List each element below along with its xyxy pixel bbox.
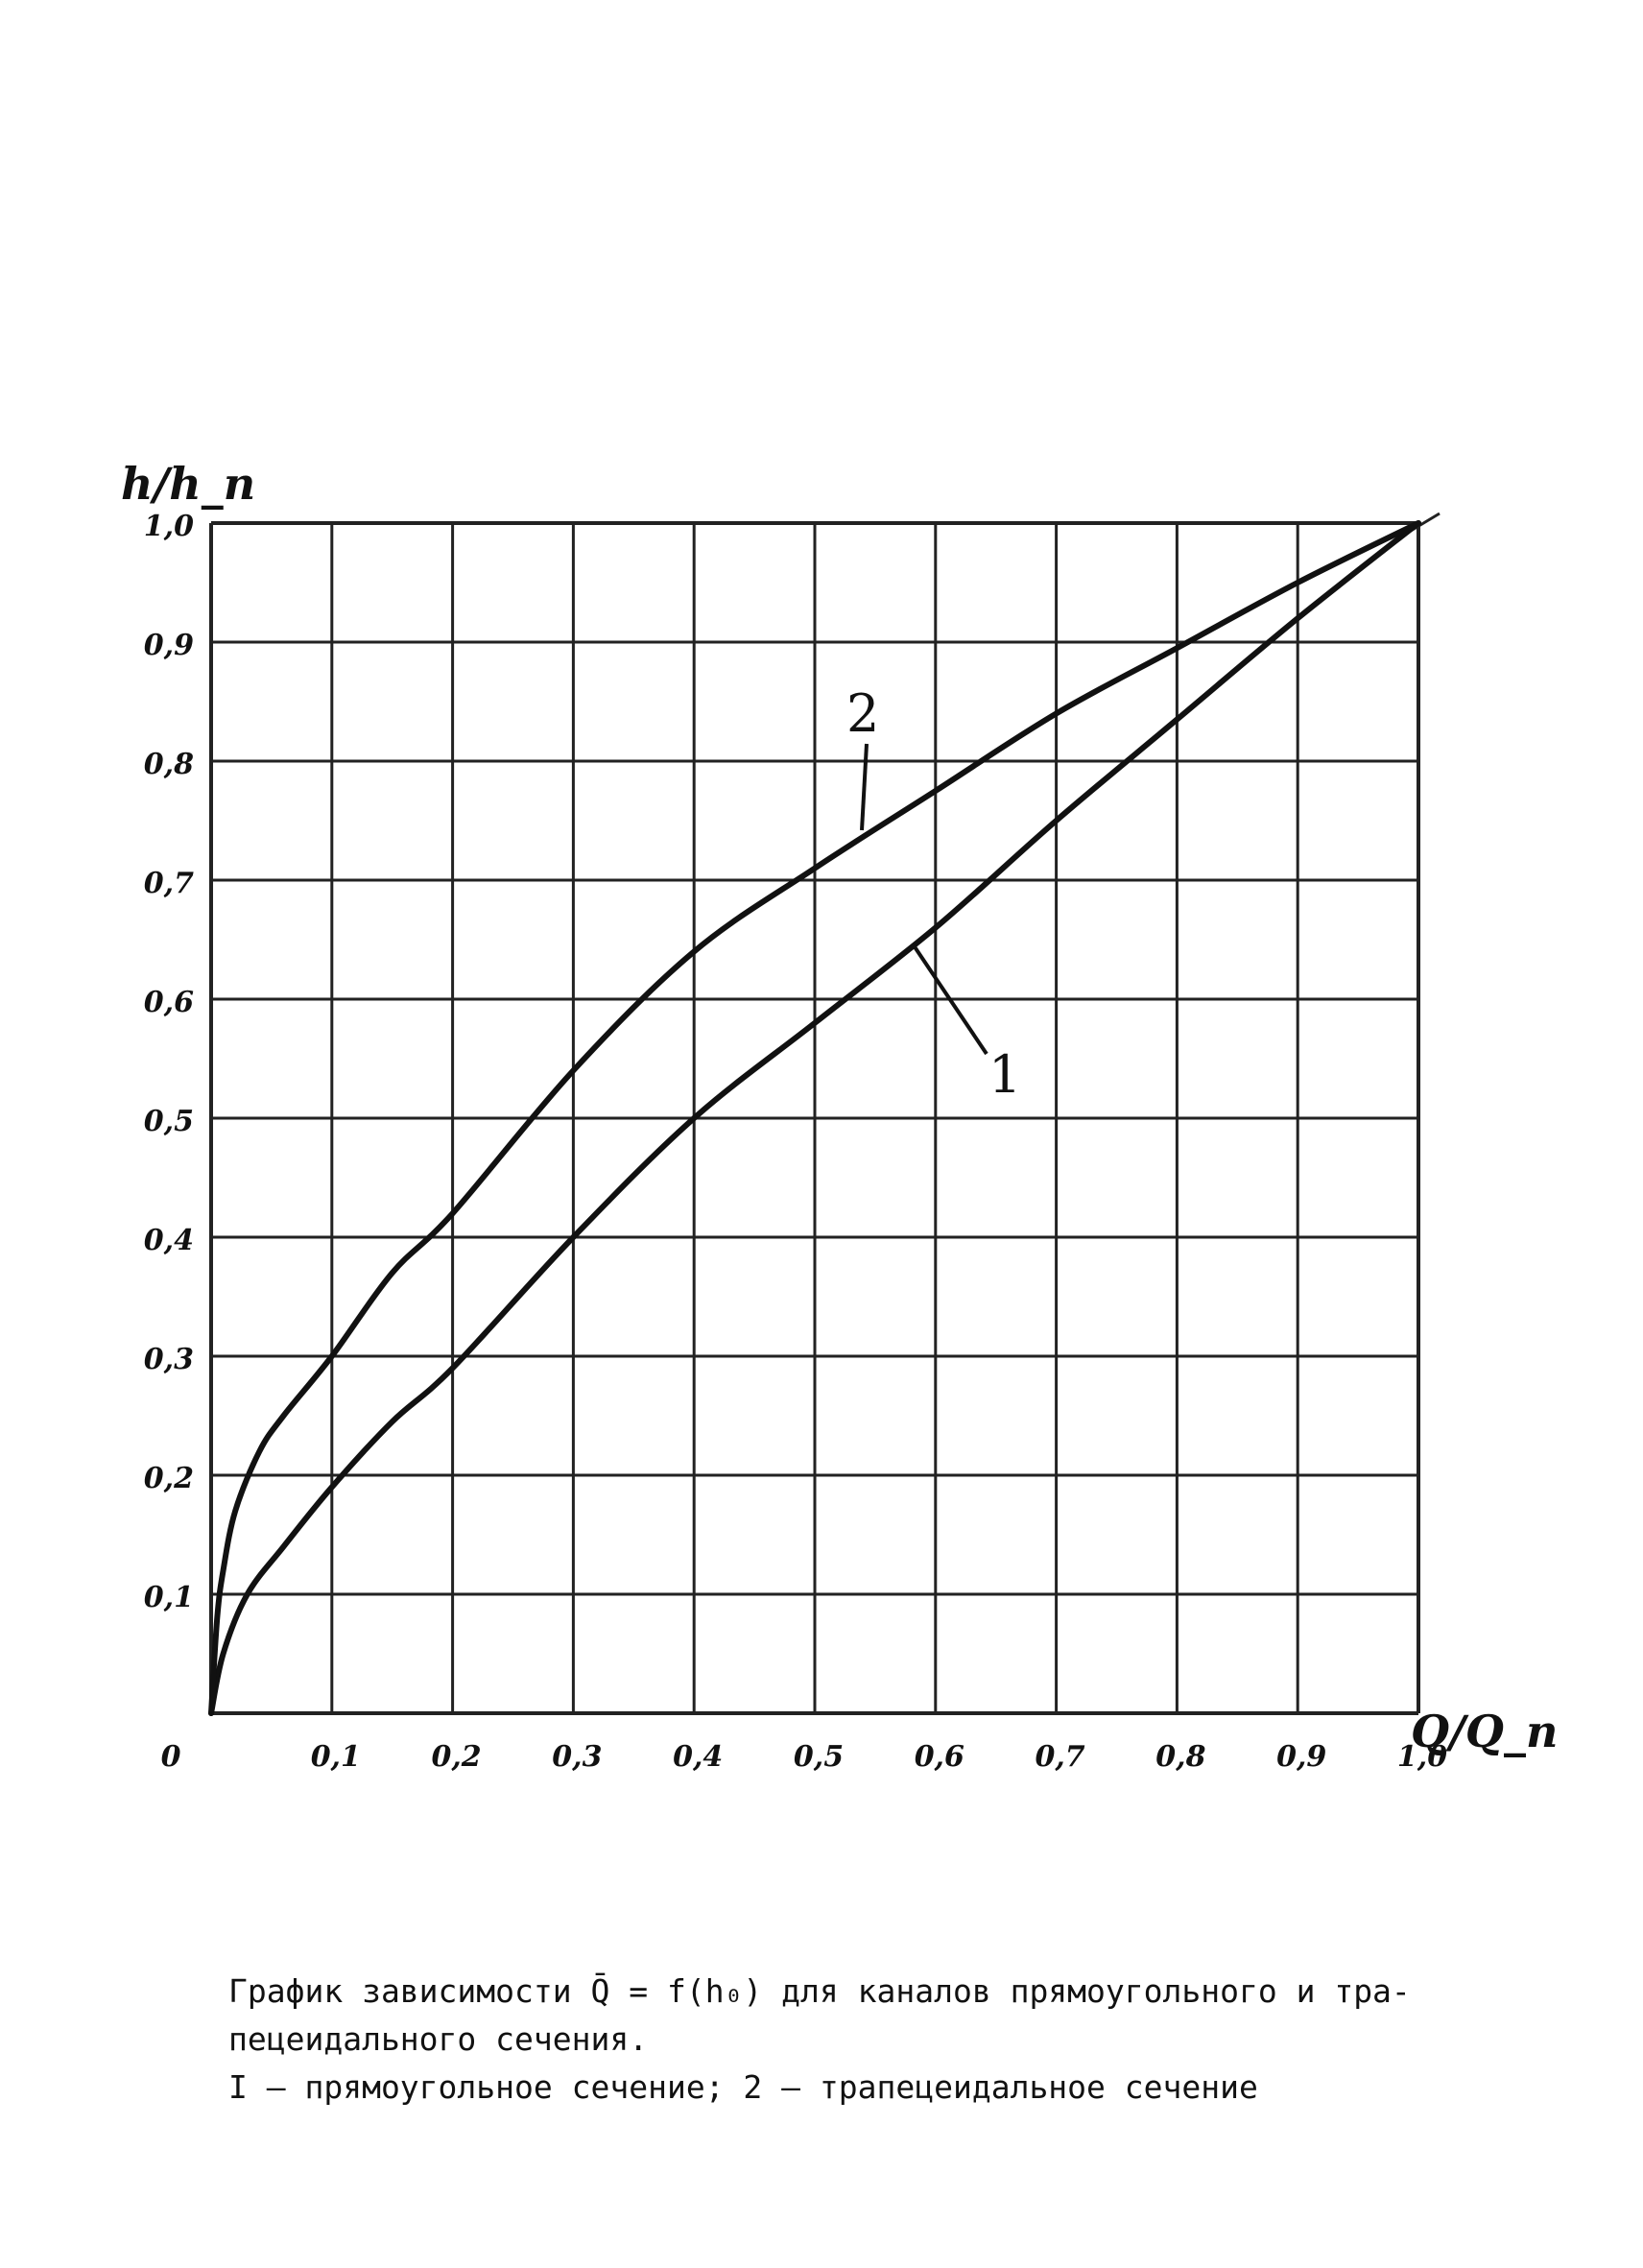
figure-caption: График зависимости Q̄ = f(h₀) для канало… — [228, 1968, 1534, 2112]
curve-2-leader — [860, 743, 869, 831]
x-tick-label: 0,7 — [1035, 1740, 1084, 1774]
caption-line-2: пецеидального сечения. — [228, 2020, 649, 2058]
y-tick-label: 0,5 — [144, 1105, 194, 1138]
y-tick-label: 0,6 — [144, 986, 194, 1019]
y-tick-label: 0,1 — [144, 1581, 194, 1614]
y-tick-label: 0,4 — [144, 1224, 194, 1257]
caption-line-3: I – прямоугольное сечение; 2 – трапецеид… — [228, 2068, 1258, 2106]
x-tick-label: 0 — [161, 1740, 181, 1774]
y-tick-label: 0,3 — [144, 1343, 194, 1376]
grid — [209, 512, 1441, 1715]
x-tick-label: 0,1 — [311, 1740, 361, 1774]
x-tick-label: 1,0 — [1397, 1740, 1447, 1774]
curve-label-2: 2 — [846, 683, 879, 744]
y-axis-label: h/h_n — [121, 458, 255, 510]
x-tick-label: 0,6 — [915, 1740, 964, 1774]
x-tick-label: 0,8 — [1155, 1740, 1205, 1774]
x-tick-label: 0,4 — [673, 1740, 723, 1774]
series-line-1 — [208, 520, 1421, 1716]
y-tick-label: 0,7 — [144, 867, 194, 900]
caption-line-1: График зависимости Q̄ = f(h₀) для канало… — [228, 1972, 1411, 2010]
series-layer — [208, 520, 1421, 1716]
y-tick-label: 1,0 — [144, 510, 194, 543]
x-tick-label: 0,3 — [552, 1740, 602, 1774]
x-tick-label: 0,5 — [794, 1740, 844, 1774]
x-tick-label: 0,2 — [431, 1740, 481, 1774]
curve-1-leader — [912, 943, 988, 1056]
series-line-2 — [208, 520, 1421, 1716]
x-tick-label: 0,9 — [1276, 1740, 1326, 1774]
tick-labels: 0 0,1 0,2 0,3 0,4 0,5 0,6 0,7 0,8 0,9 1,0 0,1 0,2 0,3… — [144, 510, 1447, 1774]
y-tick-label: 0,8 — [144, 748, 194, 781]
y-tick-label: 0,9 — [144, 629, 194, 662]
x-axis-label: Q/Q_n — [1411, 1706, 1558, 1757]
curve-label-1: 1 — [988, 1044, 1021, 1105]
y-tick-label: 0,2 — [144, 1462, 194, 1495]
